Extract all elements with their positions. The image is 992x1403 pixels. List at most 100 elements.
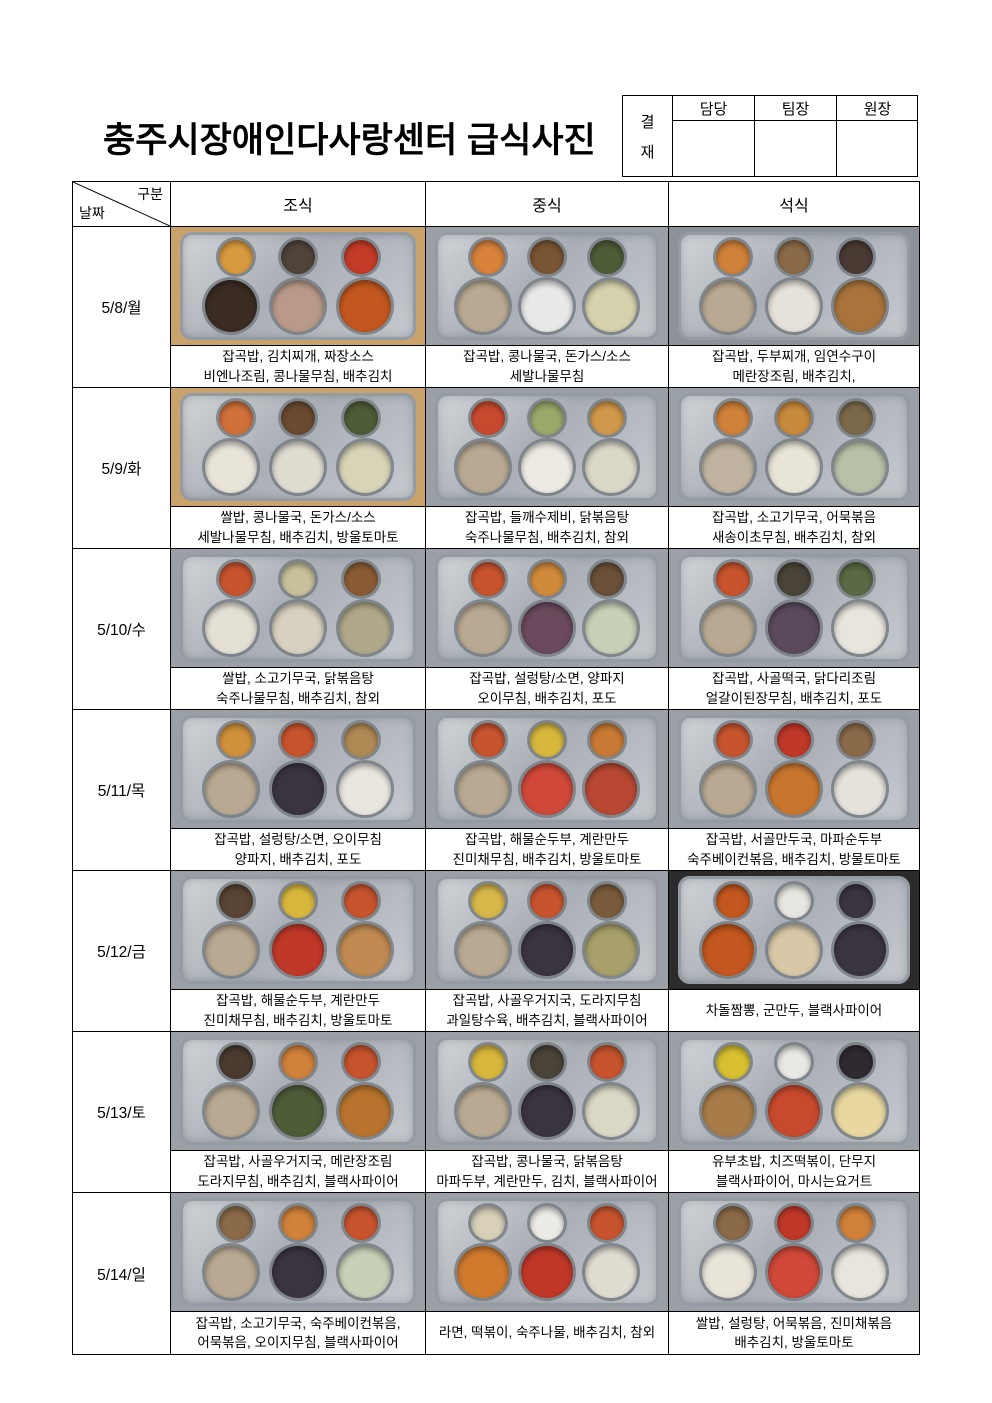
food-bowl: [702, 440, 754, 493]
day-row: 5/13/토 잡곡밥, 사골우거지국, 메란장조림 도라지무침, 배추김치, 블랙사…: [73, 1032, 919, 1193]
food-bowl: [457, 440, 509, 493]
meal-tray-graphic: [180, 393, 416, 501]
food-bowl: [521, 279, 573, 332]
meal-tray-graphic: [435, 1198, 659, 1306]
food-bowl: [339, 1084, 391, 1137]
food-bowl: [777, 401, 811, 436]
food-bowl: [272, 1245, 324, 1298]
food-bowl: [838, 1045, 873, 1080]
food-bowl: [768, 762, 820, 815]
food-bowl: [715, 401, 750, 436]
menu-caption-line: 잡곡밥, 콩나물국, 돈가스/소스: [463, 349, 631, 365]
food-bowl: [281, 723, 315, 758]
meal-tray-graphic: [180, 232, 416, 340]
food-bowl: [281, 401, 315, 436]
food-bowl: [530, 240, 564, 275]
food-bowl: [470, 1045, 505, 1080]
menu-caption-line: 차돌짬뽕, 군만두, 블랙사파이어: [705, 1002, 883, 1018]
menu-caption-lunch: 잡곡밥, 콩나물국, 닭볶음탕 마파두부, 계란만두, 김치, 블랙사파이어: [426, 1151, 669, 1193]
food-bowl: [530, 1206, 564, 1241]
food-bowl: [272, 762, 324, 815]
meal-photo-breakfast: [171, 871, 426, 990]
menu-caption-line: 잡곡밥, 해물순두부, 계란만두: [464, 832, 630, 848]
menu-caption-breakfast: 잡곡밥, 설렁탕/소면, 오이무침 양파지, 배추김치, 포도: [171, 829, 426, 871]
menu-caption-line: 오이무침, 배추김치, 포도: [477, 690, 617, 706]
menu-caption-line: 잡곡밥, 김치찌개, 짜장소스: [222, 349, 374, 365]
menu-caption-breakfast: 잡곡밥, 소고기무국, 숙주베이컨볶음, 어묵볶음, 오이지무침, 블랙사파이어: [171, 1312, 426, 1354]
menu-caption-breakfast: 잡곡밥, 사골우거지국, 메란장조림 도라지무침, 배추김치, 블랙사파이어: [171, 1151, 426, 1193]
date-cell: 5/13/토: [73, 1032, 171, 1193]
approval-col-header-damdang: 담당: [673, 96, 755, 121]
food-bowl: [470, 240, 505, 275]
food-bowl: [777, 1045, 811, 1080]
menu-caption-line: 블랙사파이어, 마시는요거트: [715, 1173, 873, 1189]
food-bowl: [777, 884, 811, 919]
day-row: 5/12/금 잡곡밥, 해물순두부, 계란만두 진미채무침, 배추김치, 방울토마토…: [73, 871, 919, 1032]
menu-caption-line: 쌀밥, 콩나물국, 돈가스/소스: [220, 510, 376, 526]
menu-caption-line: 잡곡밥, 사골우거지국, 도라지무침: [452, 993, 642, 1009]
menu-caption-dinner: 잡곡밥, 사골떡국, 닭다리조림 얼갈이된장무침, 배추김치, 포도: [669, 668, 919, 710]
food-bowl: [838, 562, 873, 597]
meal-photo-dinner: [669, 388, 919, 507]
date-cell: 5/14/일: [73, 1193, 171, 1354]
approval-col-header-timjang: 팀장: [755, 96, 837, 121]
food-bowl: [585, 762, 637, 815]
food-bowl: [838, 884, 873, 919]
meal-tray-graphic: [678, 393, 910, 501]
food-bowl: [838, 401, 873, 436]
corner-header-cell: 구분 날짜: [73, 182, 171, 227]
food-bowl: [702, 601, 754, 654]
food-bowl: [272, 923, 324, 976]
meal-tray-graphic: [180, 1037, 416, 1145]
meal-photo-lunch: [426, 549, 669, 668]
menu-caption-breakfast: 잡곡밥, 해물순두부, 계란만두 진미채무침, 배추김치, 방울토마토: [171, 990, 426, 1032]
meal-tray-graphic: [678, 876, 910, 984]
approval-box: 결 재 담당 팀장 원장: [622, 95, 918, 177]
food-bowl: [457, 279, 509, 332]
food-bowl: [521, 440, 573, 493]
food-bowl: [777, 723, 811, 758]
meal-tray-graphic: [678, 1198, 910, 1306]
menu-caption-line: 숙주나물무침, 배추김치, 참외: [215, 690, 381, 706]
meal-tray-graphic: [435, 1037, 659, 1145]
food-bowl: [702, 762, 754, 815]
menu-caption-breakfast: 쌀밥, 콩나물국, 돈가스/소스 세발나물무침, 배추김치, 방울토마토: [171, 507, 426, 549]
menu-caption-line: 새송이초무침, 배추김치, 참외: [711, 529, 877, 545]
meal-photo-breakfast: [171, 549, 426, 668]
food-bowl: [768, 279, 820, 332]
menu-caption-line: 잡곡밥, 설렁탕/소면, 오이무침: [214, 832, 382, 848]
menu-caption-line: 잡곡밥, 두부찌개, 임연수구이: [711, 349, 877, 365]
menu-caption-dinner: 잡곡밥, 소고기무국, 어묵볶음 새송이초무침, 배추김치, 참외: [669, 507, 919, 549]
meal-tray-graphic: [435, 715, 659, 823]
food-bowl: [205, 1084, 257, 1137]
day-row: 5/9/화 쌀밥, 콩나물국, 돈가스/소스 세발나물무침, 배추김치, 방울토마토…: [73, 388, 919, 549]
menu-caption-line: 과일탕수육, 배추김치, 블랙사파이어: [446, 1012, 648, 1028]
menu-caption-line: 메란장조림, 배추김치,: [732, 368, 856, 384]
food-bowl: [457, 762, 509, 815]
food-bowl: [218, 401, 253, 436]
meal-tray-graphic: [180, 1198, 416, 1306]
meal-photo-dinner: [669, 1193, 919, 1312]
menu-caption-line: 잡곡밥, 서골만두국, 마파순두부: [705, 832, 883, 848]
food-bowl: [272, 601, 324, 654]
menu-caption-line: 진미채무침, 배추김치, 방울토마토: [452, 851, 642, 867]
food-bowl: [339, 1245, 391, 1298]
header-dinner: 석식: [669, 182, 919, 227]
food-bowl: [343, 1045, 378, 1080]
page-title: 충주시장애인다사랑센터 급식사진: [103, 121, 596, 160]
menu-caption-dinner: 유부초밥, 치즈떡볶이, 단무지 블랙사파이어, 마시는요거트: [669, 1151, 919, 1193]
food-bowl: [715, 884, 750, 919]
food-bowl: [768, 923, 820, 976]
meal-tray-graphic: [435, 554, 659, 662]
food-bowl: [470, 884, 505, 919]
food-bowl: [218, 1206, 253, 1241]
food-bowl: [218, 884, 253, 919]
food-bowl: [218, 723, 253, 758]
date-cell: 5/9/화: [73, 388, 171, 549]
food-bowl: [205, 1245, 257, 1298]
food-bowl: [834, 1084, 886, 1137]
menu-caption-line: 숙주베이컨볶음, 배추김치, 방물토마토: [687, 851, 901, 867]
food-bowl: [343, 240, 378, 275]
